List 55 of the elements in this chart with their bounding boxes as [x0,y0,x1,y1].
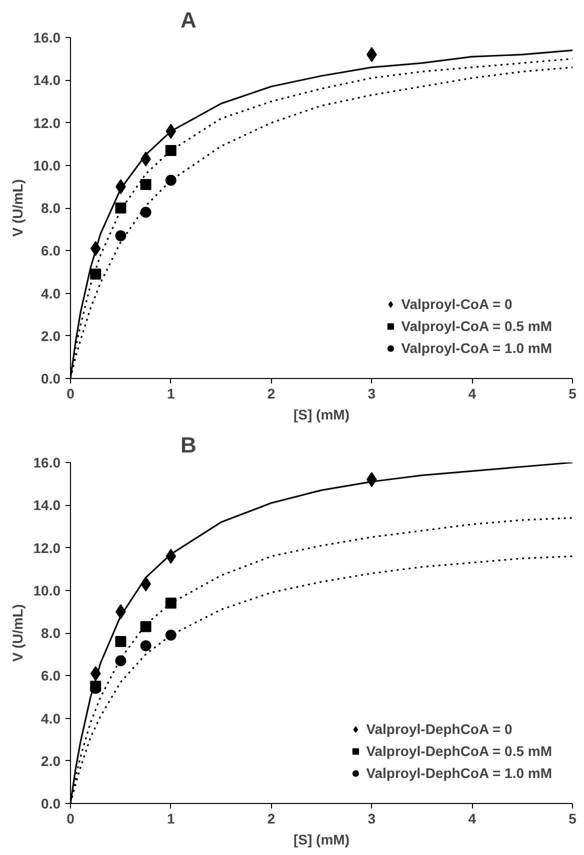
x-tick-label: 1 [167,810,176,826]
y-tick-label: 8.0 [41,200,61,216]
legend-label: Valproyl-CoA = 1.0 mM [401,340,552,356]
point [140,621,152,632]
y-tick-label: 0.0 [41,796,61,812]
y-tick-label: 6.0 [41,668,61,684]
y-tick-label: 14.0 [33,497,61,514]
point [165,598,176,609]
point [165,144,176,156]
y-tick-label: 2.0 [41,752,61,769]
y-tick-label: 12.0 [33,540,61,556]
x-tick-label: 3 [368,386,376,402]
x-tick-label: 2 [267,810,276,826]
point [115,655,126,666]
point [165,174,176,186]
point [140,179,152,190]
x-tick-label: 2 [267,386,276,402]
x-tick-label: 0 [66,810,75,826]
point [140,640,152,652]
y-axis-title: V (U/mL) [9,604,26,662]
y-tick-label: 4.0 [41,285,61,302]
x-tick-label: 3 [368,810,376,826]
y-tick-label: 6.0 [41,242,61,259]
x-tick-label: 4 [468,810,476,826]
chart-title: A [180,8,196,32]
legend-label: Valproyl-DephCoA = 0 [366,721,512,737]
point [115,202,126,214]
legend-label: Valproyl-DephCoA = 1.0 mM [366,765,552,781]
y-tick-label: 0.0 [41,370,61,386]
y-tick-label: 10.0 [33,157,61,174]
point [115,636,126,648]
y-tick-label: 10.0 [33,582,61,598]
x-axis-title: [S] (mM) [294,406,350,422]
point [115,230,126,242]
legend-label: Valproyl-CoA = 0.5 mM [401,318,552,334]
x-tick-label: 5 [568,386,577,402]
legend-label: Valproyl-CoA = 0 [401,296,512,312]
x-tick-label: 4 [468,386,476,402]
chart-title: B [180,432,196,458]
y-tick-label: 16.0 [33,30,61,46]
x-axis-title: [S] (mM) [294,832,350,848]
x-tick-label: 0 [66,386,75,402]
point [165,630,176,641]
point [140,206,152,218]
y-tick-label: 14.0 [33,72,61,88]
y-tick-label: 16.0 [33,454,61,470]
y-tick-label: 8.0 [41,625,61,641]
y-tick-label: 4.0 [41,710,61,726]
y-axis-title: V (U/mL) [9,179,26,237]
legend-label: Valproyl-DephCoA = 0.5 mM [366,743,552,759]
y-tick-label: 2.0 [41,328,61,344]
y-tick-label: 12.0 [33,114,61,131]
x-tick-label: 1 [167,386,176,402]
point [90,268,102,280]
x-tick-label: 5 [568,810,577,826]
